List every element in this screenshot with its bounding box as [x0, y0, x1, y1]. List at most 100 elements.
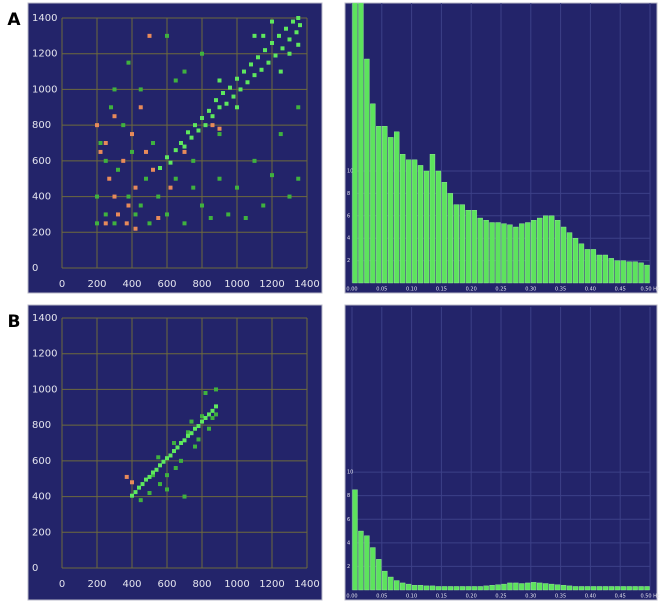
histogram-bar: [560, 226, 567, 284]
histogram-bar: [465, 586, 471, 591]
scatter-point: [98, 149, 103, 154]
scatter-point: [238, 87, 243, 92]
panel-background: [27, 2, 323, 294]
y-tick-label: 600: [32, 456, 51, 467]
scatter-point: [287, 194, 292, 199]
y-tick-label: 400: [32, 192, 51, 203]
x-tick-label: 0.45: [615, 287, 626, 293]
y-tick-label: 0: [32, 263, 38, 274]
x-tick-label: 0.30: [525, 594, 536, 600]
x-tick-label: 0.20: [466, 287, 477, 293]
scatter-point: [243, 216, 248, 220]
histogram-bar: [477, 217, 483, 284]
scatter-point: [217, 105, 222, 110]
histogram-bar: [417, 585, 424, 591]
scatter-point: [151, 167, 155, 172]
scatter-point: [130, 149, 134, 154]
scatter-point: [158, 463, 162, 468]
y-tick-label: 8: [347, 191, 350, 197]
histogram-bar: [352, 2, 358, 284]
x-tick-label: 0.50 Hz: [640, 287, 659, 293]
x-tick-label: 0.10: [406, 594, 417, 600]
x-tick-label: 0.00: [346, 287, 357, 293]
histogram-bar: [453, 204, 459, 284]
histogram-bar: [435, 586, 442, 591]
x-tick-label: 600: [157, 579, 176, 590]
histogram-bar: [578, 243, 585, 284]
scatter-point: [172, 441, 176, 445]
scatter-point: [245, 80, 250, 85]
x-tick-label: 0.05: [376, 287, 387, 293]
scatter-point: [133, 185, 138, 190]
y-tick-label: 6: [347, 517, 350, 523]
scatter-point: [203, 391, 208, 395]
scatter-point: [144, 477, 148, 482]
histogram-bar: [483, 585, 489, 591]
scatter-point: [98, 141, 103, 145]
y-tick-label: 10: [347, 470, 353, 476]
y-tick-label: 1400: [32, 313, 57, 324]
histogram-bar: [364, 58, 370, 284]
scatter-point: [124, 474, 129, 479]
scatter-point: [210, 408, 215, 413]
scatter-point: [156, 455, 161, 460]
histogram-bar: [411, 159, 418, 284]
y-tick-label: 1400: [32, 13, 57, 24]
scatter-point: [203, 416, 208, 420]
x-tick-label: 1000: [224, 279, 249, 290]
panel: 0.00 0.05 0.10 0.15 0.20 0.25 0.30 0.35 0.40 0.45…: [344, 2, 660, 294]
scatter-point: [200, 419, 204, 424]
histogram-bar: [537, 217, 543, 284]
histogram-bar: [376, 559, 382, 591]
scatter-point: [291, 19, 295, 24]
scatter-point: [217, 132, 222, 137]
scatter-point: [140, 482, 145, 487]
histogram-bar: [489, 222, 495, 284]
panel: 0.00 0.05 0.10 0.15 0.20 0.25 0.30 0.35 0.40 0.45…: [344, 304, 660, 601]
x-tick-label: 1000: [224, 579, 249, 590]
scatter-point: [261, 33, 266, 38]
y-tick-label: 1000: [32, 84, 57, 95]
scatter-point: [214, 98, 218, 103]
y-tick-label: 200: [32, 227, 51, 238]
scatter-point: [182, 144, 187, 149]
scatter-point: [277, 33, 281, 38]
histogram-bar: [602, 254, 608, 284]
scatter-point: [182, 69, 187, 74]
scatter-point: [214, 387, 218, 392]
scatter-point: [156, 216, 161, 220]
panel: 0 200 400 600 800 1000 1200 1400 0 200 400 600 800 10…: [27, 2, 323, 294]
histogram-bar: [459, 204, 465, 284]
scatter-point: [214, 412, 218, 417]
scatter-point: [168, 453, 173, 458]
x-tick-label: 0: [59, 279, 65, 290]
scatter-point: [280, 46, 285, 51]
histogram-bar: [560, 585, 567, 591]
scatter-point: [196, 437, 201, 442]
scatter-point: [165, 33, 169, 38]
histogram-bar: [513, 226, 519, 284]
scatter-point: [165, 487, 169, 492]
y-tick-label: 800: [32, 420, 51, 431]
scatter-point: [133, 226, 138, 231]
x-tick-label: 0.05: [376, 594, 387, 600]
scatter-point: [103, 212, 108, 217]
scatter-point: [165, 212, 169, 217]
histogram-bar: [548, 583, 555, 591]
histogram-bar: [447, 586, 454, 591]
scatter-point: [95, 123, 99, 128]
scatter-point: [179, 441, 183, 445]
scatter-point: [214, 404, 218, 409]
scatter-point: [252, 73, 257, 78]
x-tick-label: 0.10: [406, 287, 417, 293]
histogram-bar: [429, 153, 436, 284]
x-tick-label: 200: [87, 579, 106, 590]
histogram-bar: [358, 530, 364, 591]
scatter-point: [147, 474, 152, 479]
scatter-point: [298, 23, 302, 28]
histogram-bar: [477, 586, 483, 591]
scatter-point: [133, 212, 138, 217]
x-tick-label: 0.40: [585, 287, 596, 293]
histogram-bar: [554, 220, 561, 284]
